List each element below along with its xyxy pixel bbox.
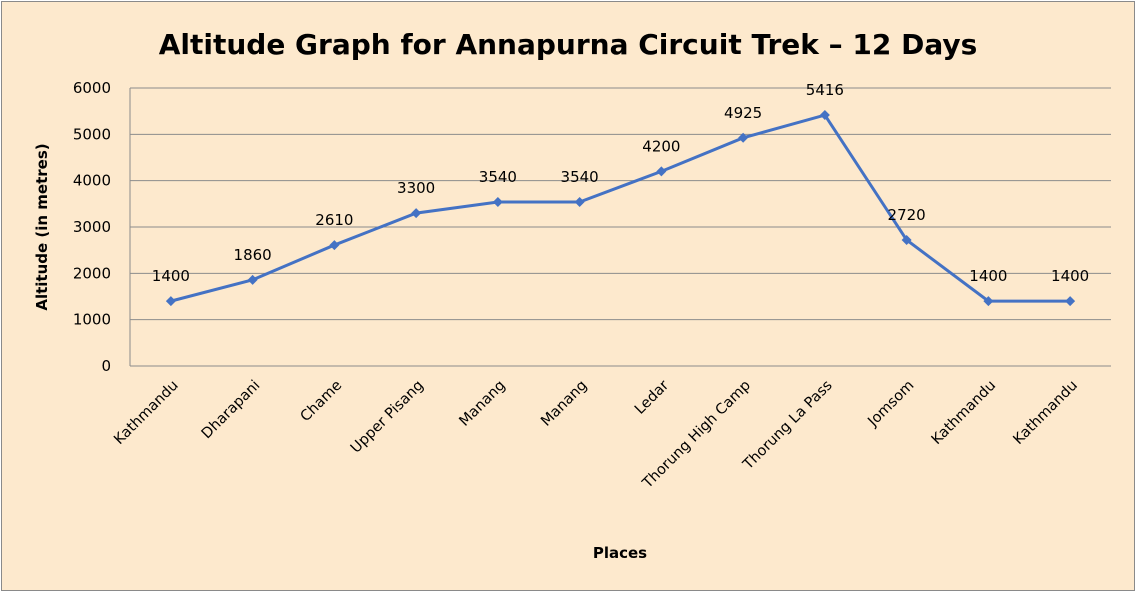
y-axis-ticks: 0 1000 2000 3000 4000 5000 6000	[73, 79, 111, 375]
diamond-marker	[656, 166, 667, 177]
data-label: 1400	[969, 267, 1007, 285]
diamond-marker	[1065, 296, 1076, 307]
y-tick-label: 3000	[73, 218, 111, 236]
data-label: 5416	[806, 81, 844, 99]
data-label: 3540	[479, 168, 517, 186]
x-tick-label: Upper Pisang	[348, 378, 427, 457]
data-label: 1400	[152, 267, 190, 285]
diamond-marker	[165, 296, 176, 307]
diamond-marker	[819, 110, 830, 121]
y-axis-title: Altitude (in metres)	[33, 143, 51, 310]
x-tick-label: Manang	[538, 378, 590, 430]
diamond-marker	[901, 234, 912, 245]
diamond-marker	[492, 196, 503, 207]
y-tick-label: 2000	[73, 264, 111, 282]
chart-title: Altitude Graph for Annapurna Circuit Tre…	[159, 28, 978, 61]
data-label: 1860	[234, 246, 272, 264]
y-tick-label: 4000	[73, 172, 111, 190]
x-tick-label: Kathmandu	[929, 378, 999, 448]
x-tick-label: Kathmandu	[111, 378, 181, 448]
x-axis-title: Places	[593, 544, 647, 562]
diamond-marker	[411, 208, 422, 219]
x-axis-labels: Kathmandu Dharapani Chame Upper Pisang Manan…	[111, 377, 1081, 492]
y-tick-label: 6000	[73, 79, 111, 97]
gridlines	[129, 87, 1111, 367]
data-label: 2610	[315, 211, 353, 229]
altitude-series-line	[170, 113, 1071, 303]
data-label: 4925	[724, 104, 762, 122]
x-tick-label: Dharapani	[199, 378, 264, 443]
y-tick-label: 5000	[73, 125, 111, 143]
x-tick-label: Manang	[456, 378, 508, 430]
diamond-marker	[247, 274, 258, 285]
x-tick-label: Jomsom	[865, 378, 918, 431]
data-label: 4200	[642, 137, 680, 155]
diamond-marker	[983, 296, 994, 307]
diamond-marker	[738, 132, 749, 143]
x-tick-label: Chame	[298, 377, 346, 425]
diamond-marker	[329, 240, 340, 251]
data-point-markers	[165, 110, 1076, 307]
data-label: 2720	[888, 206, 926, 224]
y-tick-label: 1000	[73, 311, 111, 329]
data-label: 3300	[397, 179, 435, 197]
x-tick-label: Kathmandu	[1011, 378, 1081, 448]
data-labels: 1400 1860 2610 3300 3540 3540 4200 4925 5416 2720…	[152, 81, 1089, 285]
x-tick-label: Thorung La Pass	[740, 378, 836, 474]
x-tick-label: Ledar	[632, 377, 672, 417]
data-label: 3540	[561, 168, 599, 186]
y-tick-label: 0	[101, 357, 111, 375]
data-label: 1400	[1051, 267, 1089, 285]
diamond-marker	[574, 196, 585, 207]
